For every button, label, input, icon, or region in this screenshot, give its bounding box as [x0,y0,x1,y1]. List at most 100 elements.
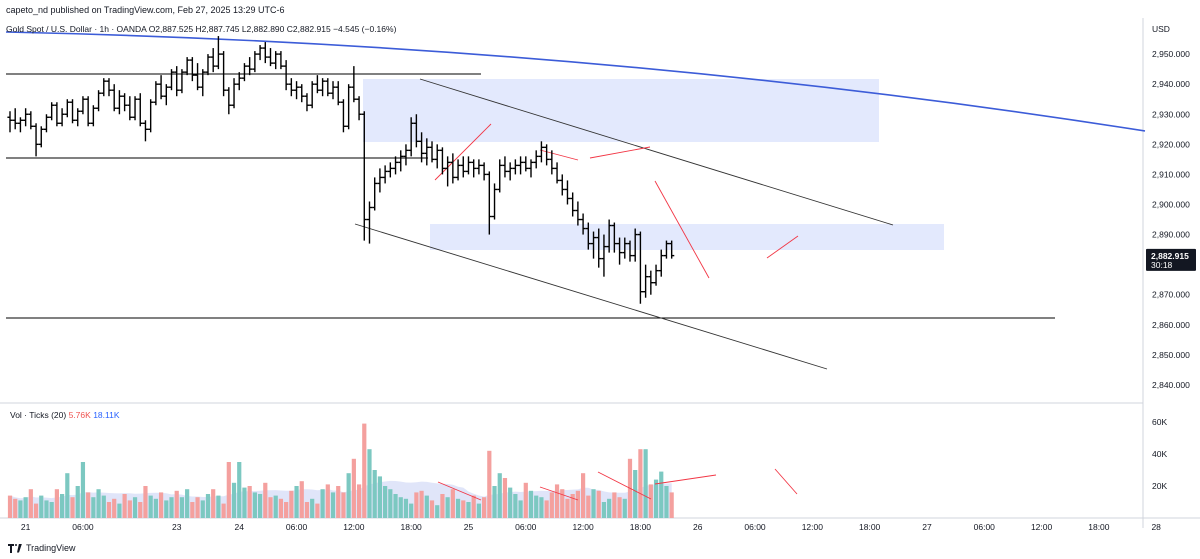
volume-annotation-line [437,481,482,501]
y-tick-label: 2,870.000 [1152,290,1190,300]
ohlc-bar [64,99,70,118]
ohlc-bar [424,138,430,166]
y-tick-label: 2,920.000 [1152,139,1190,149]
countdown-label: 30:18 [1151,260,1173,270]
resistance-zone [363,79,879,142]
volume-bar [601,502,607,518]
ohlc-bar [596,228,602,268]
volume-bar [461,500,466,518]
volume-label: Vol · Ticks (20) [10,410,67,420]
volume-bar [388,489,393,518]
ohlc-bar [252,51,258,73]
ohlc-bar [163,84,169,106]
last-price-label: 2,882.915 [1151,251,1189,261]
ohlc-bar [398,150,404,172]
volume-bar [659,471,664,518]
volume-tick-label: 20K [1152,481,1167,491]
ohlc-bar [564,180,571,205]
volume-bar [174,490,179,518]
ohlc-bar [288,78,294,97]
ohlc-bar [205,54,211,76]
volume-bar [211,489,216,518]
volume-bar [372,470,377,518]
footer: TradingView [8,543,76,553]
ohlc-bar [653,264,659,286]
ohlc-bar [54,102,60,127]
ohlc-bar [80,96,86,115]
ohlc-bar [523,156,529,172]
ohlc-bar [179,69,185,94]
ohlc-bar [439,147,446,175]
volume-bar [336,486,341,518]
volume-tick-label: 40K [1152,449,1167,459]
ohlc-bar [330,81,336,100]
ohlc-bar [387,162,393,178]
volume-bar [440,494,445,518]
volume-bar [476,503,481,518]
volume-bar [356,484,362,518]
ohlc-bar [611,222,617,253]
ohlc-bar [236,72,242,91]
x-tick-label: 27 [922,522,932,532]
volume-bar [367,449,372,518]
ohlc-bar [434,144,440,169]
volume-bar [471,495,476,518]
ohlc-bar [111,84,117,112]
ohlc-bar [445,156,451,187]
ohlc-bar [33,123,39,157]
ohlc-bar [429,141,435,163]
ohlc-bar [382,165,388,184]
ohlc-bar [372,177,378,211]
y-tick-label: 2,900.000 [1152,199,1190,209]
volume-legend: Vol · Ticks (20) 5.76K 18.11K [10,410,120,420]
volume-bar [304,502,310,518]
ohlc-bar [85,96,91,127]
volume-bar [284,502,289,518]
ohlc-bar [486,171,492,235]
volume-bar [409,503,414,518]
ohlc-bar [247,57,253,76]
ohlc-bar [267,48,274,67]
ohlc-bar [59,108,65,127]
ohlc-bar [413,114,419,148]
volume-bar [466,502,471,518]
ohlc-bar [476,159,482,175]
ohlc-bar [49,102,55,121]
x-tick-label: 26 [693,522,703,532]
annotation-line [539,149,579,161]
volume-bar [398,497,403,518]
trend-curve [5,31,1146,132]
ohlc-bar [69,99,76,124]
ohlc-bar [491,183,498,220]
ohlc-high: H2,887.745 [195,24,240,34]
channel-lower-line [354,223,828,370]
volume-bar [346,473,351,518]
ohlc-bar [528,159,534,178]
last-price-label-bg [1146,248,1196,271]
volume-bar [492,486,497,518]
ohlc-bar [471,159,477,178]
volume-bar [226,462,231,518]
volume-bar [158,492,164,518]
x-tick-label: 06:00 [744,522,766,532]
volume-bar [65,473,70,518]
ohlc-bar [7,111,13,133]
volume-bar [429,500,435,518]
volume-bar [523,482,528,518]
annotation-line [766,235,799,259]
ohlc-bar [142,120,149,142]
ohlc-bar [497,159,503,193]
volume-bar [377,476,383,518]
x-tick-label: 06:00 [974,522,996,532]
volume-bar [419,490,424,518]
ohlc-bar [669,240,675,259]
volume-bar [325,484,330,518]
annotation-line [589,146,651,159]
volume-bar [351,458,356,518]
ohlc-bar [507,162,513,181]
volume-bar [237,462,242,518]
symbol-name: Gold Spot / U.S. Dollar · 1h · OANDA [6,24,147,34]
ohlc-bar [325,78,331,97]
ohlc-bar [559,174,565,196]
